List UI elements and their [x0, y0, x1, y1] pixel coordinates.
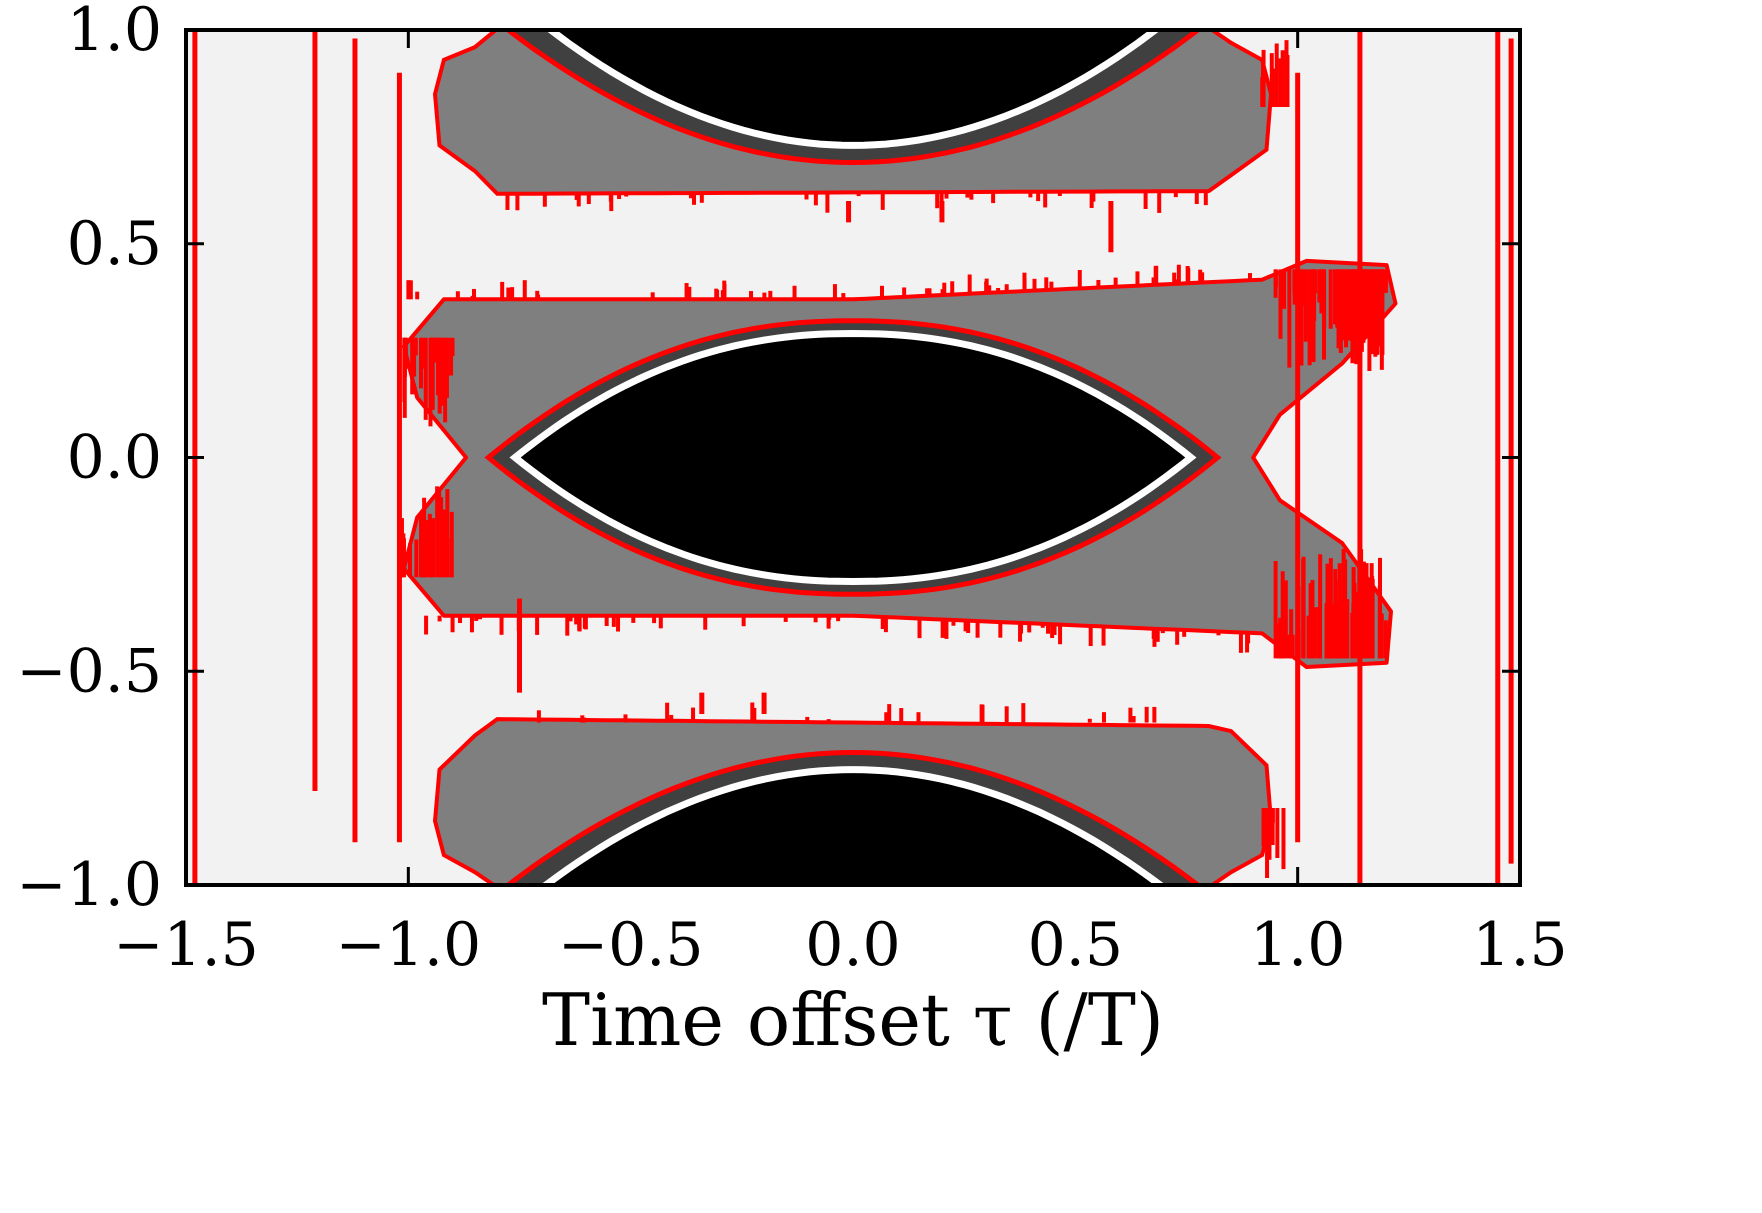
x-tick-label: −1.5: [113, 910, 259, 980]
lower-eye-opening: [540, 766, 1166, 885]
x-tick-label: 1.0: [1250, 910, 1345, 980]
axis-ticks: −1.5 −1.0 −0.5 0.0 0.5 1.0 1.5−1.0−0.50.00.51.…: [16, 0, 1567, 980]
center-eye-opening: [509, 329, 1197, 586]
y-tick-label: 0.0: [67, 423, 162, 493]
x-tick-label: 0.5: [1028, 910, 1123, 980]
y-tick-label: 1.0: [67, 0, 162, 65]
x-tick-label: −1.0: [335, 910, 481, 980]
upper-eye-opening: [544, 30, 1162, 149]
x-tick-label: 0.0: [805, 910, 900, 980]
y-tick-label: −0.5: [16, 636, 162, 706]
vertical-red-lines: [192, 30, 1514, 885]
x-tick-label: −0.5: [558, 910, 704, 980]
plot-area: [186, 30, 1520, 885]
y-tick-label: −1.0: [16, 850, 162, 920]
x-tick-label: 1.5: [1472, 910, 1567, 980]
y-tick-label: 0.5: [67, 209, 162, 279]
x-axis-title: Time offset τ (/T): [542, 978, 1164, 1062]
